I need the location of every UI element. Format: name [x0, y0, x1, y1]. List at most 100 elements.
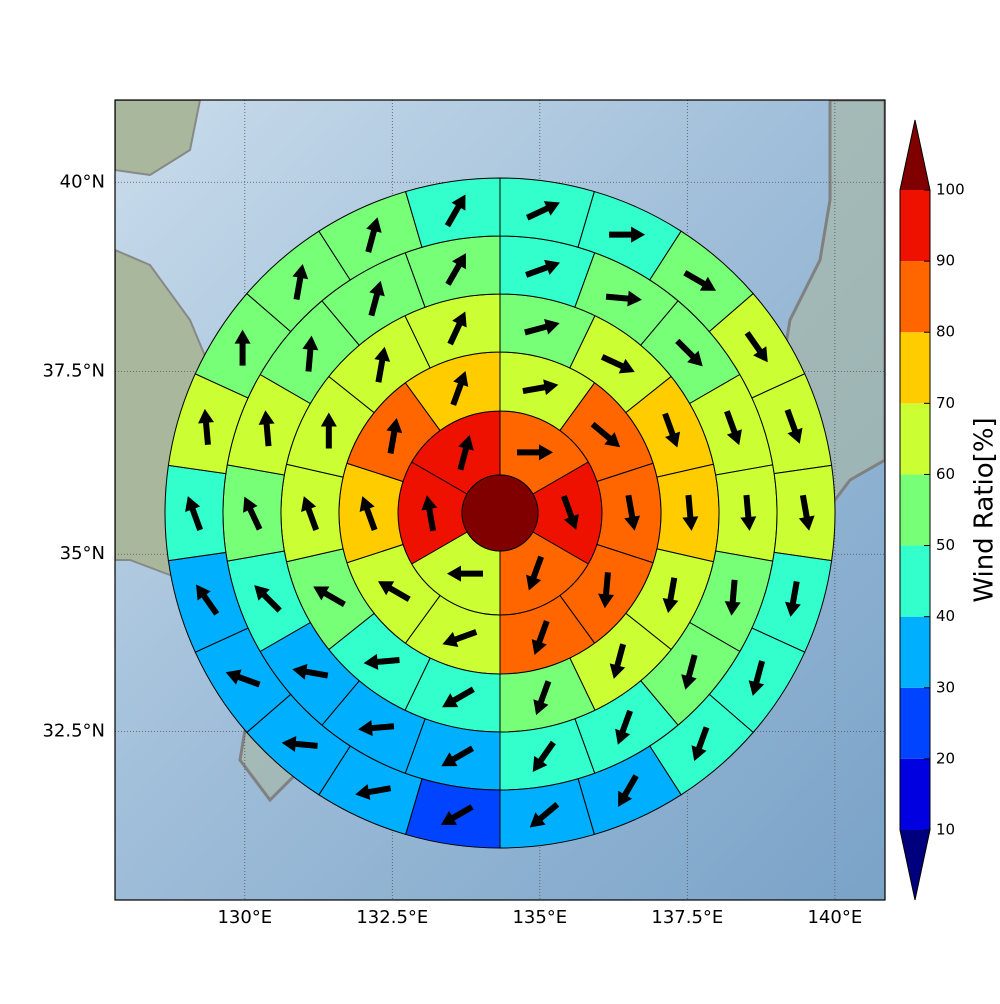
- wind-arrow: [533, 680, 552, 716]
- wind-arrow: [524, 319, 560, 336]
- wind-arrow: [531, 620, 550, 655]
- colorbar-segment: [900, 403, 930, 475]
- wind-arrow: [363, 653, 400, 670]
- colorbar-segment: [900, 332, 930, 404]
- wind-arrow: [609, 643, 627, 679]
- wind-arrow: [445, 253, 466, 286]
- y-tick-label: 37.5°N: [42, 360, 105, 381]
- wind-arrow: [198, 408, 215, 445]
- colorbar-tick-label: 20: [936, 749, 955, 767]
- wind-arrow: [374, 346, 391, 383]
- wind-arrow: [196, 584, 220, 616]
- wind-arrow: [302, 335, 319, 372]
- wind-arrow: [368, 280, 385, 317]
- wind-arrow: [301, 496, 319, 531]
- wind-arrow: [561, 495, 579, 530]
- colorbar-extend-high: [900, 120, 930, 190]
- wind-arrow: [320, 412, 337, 449]
- colorbar-tick-label: 50: [936, 536, 955, 554]
- colorbar-segment: [900, 758, 930, 830]
- wind-arrow: [526, 555, 544, 591]
- wind-arrow: [243, 496, 263, 531]
- wind-arrow: [355, 784, 392, 800]
- wind-arrow: [258, 410, 275, 447]
- wind-arrow: [386, 417, 403, 454]
- wind-arrow: [681, 654, 698, 690]
- wind-arrow: [421, 495, 438, 532]
- colorbar-label: Wind Ratio[%]: [970, 417, 1000, 602]
- y-tick-label: 32.5°N: [42, 721, 105, 742]
- colorbar-segment: [900, 474, 930, 546]
- y-tick-label: 35°N: [60, 543, 105, 564]
- wind-arrow: [457, 434, 474, 471]
- x-tick-label: 135°E: [512, 907, 567, 928]
- colorbar-tick-label: 30: [936, 678, 955, 696]
- colorbar-tick-label: 10: [936, 821, 955, 839]
- wind-arrow: [365, 217, 382, 253]
- wind-arrow: [675, 338, 703, 367]
- wind-arrow: [682, 494, 699, 531]
- axis-layer: 130°E 132.5°E 135°E 137.5°E 140°E 32.5°N 35°N 3…: [42, 171, 862, 928]
- sector-layer: [164, 177, 836, 849]
- colorbar-segment: [900, 545, 930, 617]
- wind-arrow: [590, 421, 621, 448]
- wind-arrow: [254, 585, 282, 613]
- wind-arrow: [600, 354, 635, 374]
- wind-arrow: [740, 494, 757, 531]
- wind-arrow: [522, 379, 559, 396]
- wind-arrow: [624, 494, 641, 531]
- wind-arrow: [441, 745, 475, 767]
- x-tick-label: 130°E: [217, 907, 272, 928]
- wind-arrow: [532, 740, 556, 772]
- wind-arrow: [784, 408, 803, 444]
- wind-arrow: [359, 496, 378, 531]
- wind-arrow: [358, 720, 395, 737]
- x-tick-label: 137.5°E: [651, 907, 723, 928]
- wind-arrow: [605, 290, 642, 307]
- wind-arrow: [447, 565, 483, 582]
- wind-arrow: [234, 329, 251, 366]
- wind-arrow: [292, 264, 309, 300]
- colorbar-segment: [900, 261, 930, 333]
- wind-arrow: [378, 581, 411, 602]
- wind-arrow: [444, 194, 466, 228]
- x-tick-label: 140°E: [807, 907, 862, 928]
- map-frame: [114, 99, 886, 901]
- colorbar-tick-label: 40: [936, 607, 955, 625]
- wind-arrow: [440, 804, 474, 825]
- wind-arrow: [447, 311, 467, 346]
- colorbar-segment: [900, 616, 930, 688]
- wind-arrow: [609, 226, 646, 243]
- wind-arrow: [292, 663, 329, 680]
- colorbar-tick-label: 60: [936, 465, 955, 483]
- wind-arrow: [615, 709, 633, 745]
- colorbar-tick-label: 80: [936, 323, 955, 341]
- arrow-layer: [185, 194, 815, 828]
- colorbar-segment: [900, 687, 930, 759]
- y-tick-label: 40°N: [60, 171, 105, 192]
- sector: [499, 177, 596, 248]
- colorbar-tick-label: 70: [936, 394, 955, 412]
- wind-arrow: [281, 735, 318, 752]
- wind-arrow: [724, 579, 741, 616]
- wind-arrow: [744, 331, 768, 363]
- center-disc: [461, 474, 539, 552]
- wind-arrow: [529, 802, 560, 828]
- wind-arrow: [442, 686, 475, 708]
- wind-arrow: [525, 201, 560, 221]
- wind-arrow: [185, 496, 203, 531]
- colorbar-segment: [900, 190, 930, 262]
- colorbar: 10 20 30 40 50 60 70 80 90 100 Wind Ratio[%]: [899, 119, 1000, 901]
- wind-arrow: [662, 412, 681, 448]
- colorbar-extend-low: [900, 830, 930, 900]
- wind-arrow: [785, 580, 801, 617]
- wind-arrow: [517, 444, 553, 461]
- colorbar-tick-label: 100: [936, 181, 965, 199]
- wind-arrow: [598, 572, 615, 609]
- wind-arrow: [691, 726, 710, 762]
- wind-arrow: [450, 371, 469, 406]
- x-tick-label: 132.5°E: [356, 907, 428, 928]
- wind-arrow: [683, 270, 716, 291]
- sector: [404, 778, 501, 849]
